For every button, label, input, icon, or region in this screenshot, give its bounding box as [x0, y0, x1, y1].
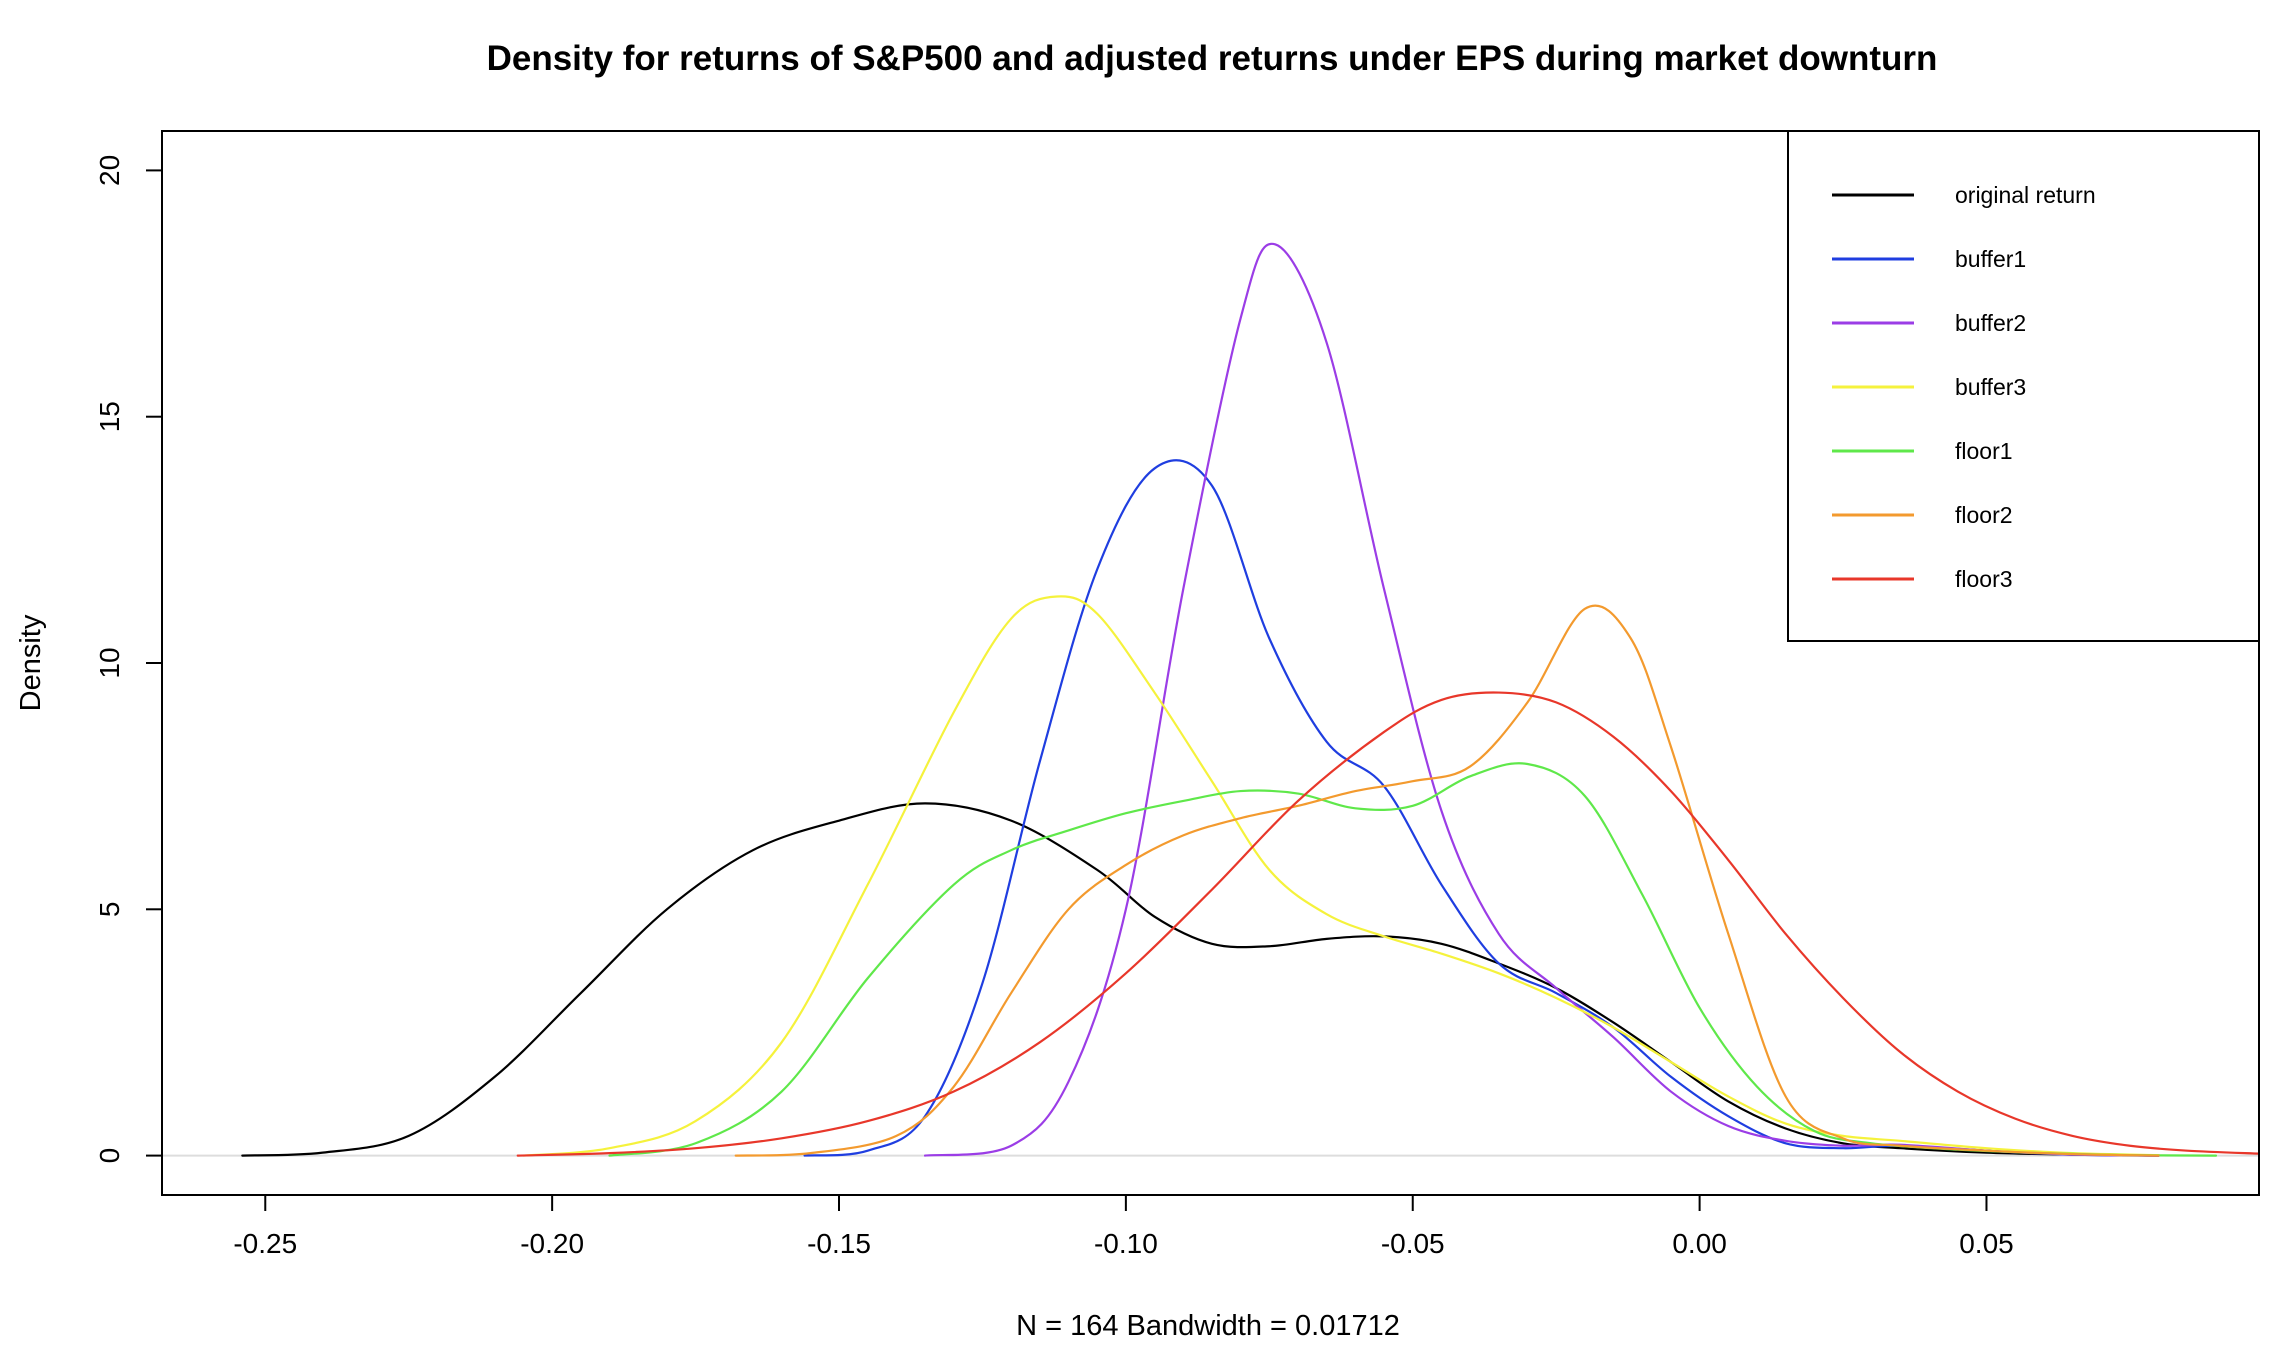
legend: original return buffer1 buffer2 buffer3 floo…: [1787, 130, 2260, 642]
x-tick-label: -0.25: [233, 1228, 297, 1259]
legend-label-buffer3: buffer3: [1955, 374, 2026, 400]
series-line-floor3: [516, 691, 2259, 1157]
x-axis: -0.25 -0.20 -0.15 -0.10 -0.05 0.00 0.05: [233, 1194, 2014, 1259]
series-line-floor2: [734, 604, 2160, 1157]
series-line-buffer3: [522, 595, 2160, 1157]
x-axis-label: N = 164 Bandwidth = 0.01712: [1016, 1310, 1400, 1342]
x-tick-label: -0.20: [520, 1228, 584, 1259]
series-layer: [162, 242, 2259, 1157]
x-tick-label: -0.05: [1381, 1228, 1445, 1259]
y-axis: 0 5 10 15 20: [94, 155, 163, 1164]
legend-label-buffer2: buffer2: [1955, 310, 2026, 336]
chart-title: Density for returns of S&P500 and adjust…: [487, 39, 1938, 78]
y-tick-label: 0: [94, 1148, 125, 1164]
x-tick-label: -0.15: [807, 1228, 871, 1259]
y-tick-label: 20: [94, 155, 125, 186]
y-tick-label: 15: [94, 401, 125, 432]
series-line-original-return: [241, 802, 2160, 1157]
y-axis-label: Density: [15, 614, 47, 711]
y-tick-label: 5: [94, 902, 125, 918]
legend-label-floor1: floor1: [1955, 438, 2013, 464]
legend-label-buffer1: buffer1: [1955, 246, 2026, 272]
y-tick-label: 10: [94, 647, 125, 678]
x-tick-label: -0.10: [1094, 1228, 1158, 1259]
legend-label-original-return: original return: [1955, 182, 2096, 208]
legend-label-floor3: floor3: [1955, 566, 2013, 592]
series-line-floor1: [608, 762, 2218, 1157]
x-tick-label: 0.05: [1959, 1228, 2014, 1259]
series-line-buffer2: [923, 242, 2160, 1157]
legend-label-floor2: floor2: [1955, 502, 2013, 528]
x-tick-label: 0.00: [1672, 1228, 1727, 1259]
